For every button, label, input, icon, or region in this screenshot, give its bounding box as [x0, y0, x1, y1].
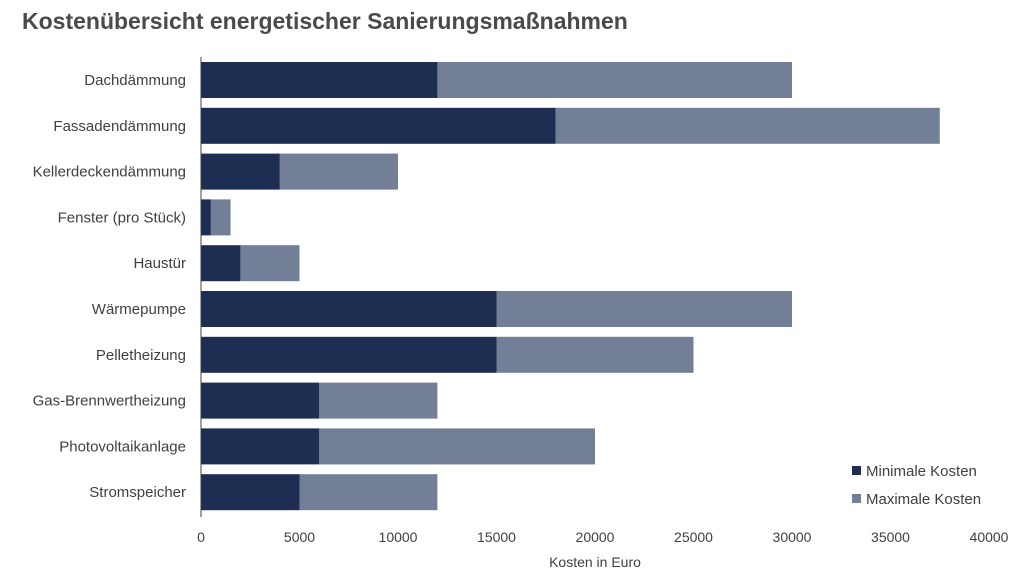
- bar-max-8: [319, 428, 595, 465]
- x-tick-label: 20000: [576, 529, 615, 545]
- x-tick-label: 25000: [674, 529, 713, 545]
- bar-max-7: [319, 382, 438, 419]
- bar-min-1: [201, 107, 556, 144]
- x-tick-label: 5000: [284, 529, 315, 545]
- bar-max-6: [496, 336, 694, 373]
- category-label: Dachdämmung: [84, 72, 186, 89]
- x-tick-labels: 0 5000 10000 15000 20000 25000 30000 35000 40000: [197, 529, 1009, 545]
- category-label: Fenster (pro Stück): [58, 209, 186, 226]
- legend-label: Minimale Kosten: [866, 463, 977, 480]
- bar-max-2: [279, 153, 398, 190]
- bar-min-4: [201, 245, 241, 282]
- bar-max-1: [555, 107, 940, 144]
- category-label: Photovoltaikanlage: [59, 438, 186, 455]
- category-label: Stromspeicher: [89, 484, 186, 501]
- bar-min-2: [201, 153, 280, 190]
- legend-swatch: [852, 494, 861, 503]
- x-axis-title: Kosten in Euro: [549, 554, 641, 570]
- chart-title: Kostenübersicht energetischer Sanierungs…: [22, 8, 628, 34]
- legend-label: Maximale Kosten: [866, 491, 981, 508]
- bar-min-8: [201, 428, 320, 465]
- bar-max-5: [496, 291, 792, 327]
- bar-min-9: [201, 474, 300, 511]
- category-label: Pelletheizung: [96, 347, 186, 364]
- category-label: Wärmepumpe: [92, 301, 186, 318]
- legend-swatch: [852, 466, 861, 475]
- x-tick-label: 15000: [477, 529, 516, 545]
- bar-min-3: [201, 199, 211, 236]
- x-tick-label: 35000: [871, 529, 910, 545]
- bar-min-0: [201, 62, 438, 98]
- bar-max-3: [210, 199, 231, 236]
- category-label: Fassadendämmung: [53, 118, 186, 135]
- bars-group: [201, 62, 940, 511]
- x-tick-label: 30000: [773, 529, 812, 545]
- bar-max-9: [299, 474, 438, 511]
- x-tick-label: 10000: [379, 529, 418, 545]
- bar-max-0: [437, 62, 792, 98]
- category-labels: Dachdämmung Fassadendämmung Kellerdeckendä…: [33, 72, 186, 501]
- x-tick-label: 0: [197, 529, 205, 545]
- category-label: Haustür: [133, 255, 186, 272]
- bar-max-4: [240, 245, 300, 282]
- bar-min-7: [201, 382, 320, 419]
- category-label: Kellerdeckendämmung: [33, 164, 186, 181]
- x-tick-label: 40000: [970, 529, 1009, 545]
- bar-min-6: [201, 336, 497, 373]
- category-label: Gas-Brennwertheizung: [33, 393, 186, 410]
- legend: Minimale Kosten Maximale Kosten: [852, 463, 981, 508]
- bar-min-5: [201, 291, 497, 327]
